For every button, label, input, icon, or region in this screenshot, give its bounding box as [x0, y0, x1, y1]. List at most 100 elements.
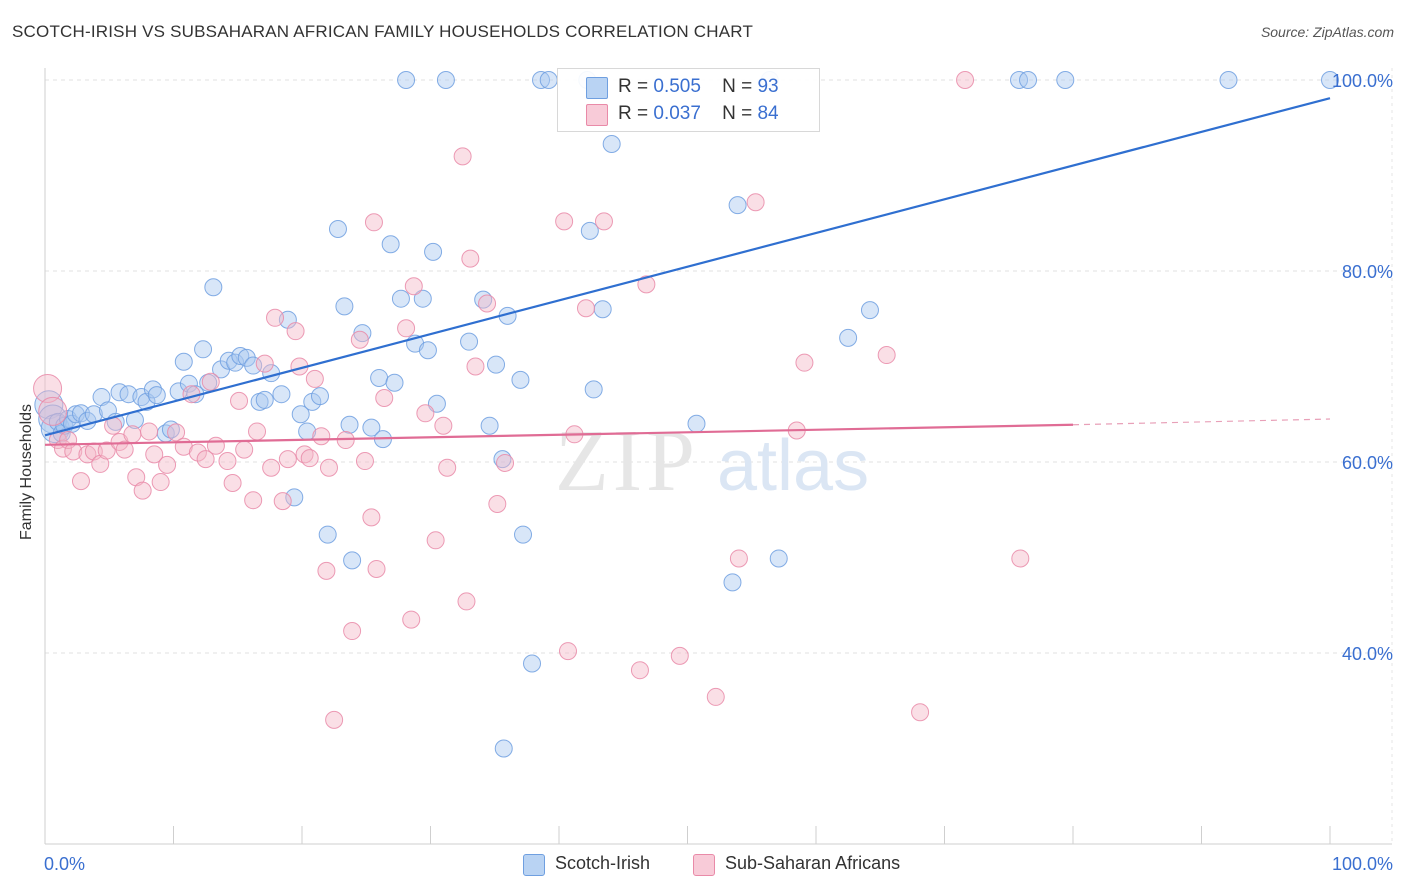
- data-point: [167, 423, 186, 442]
- data-point: [248, 422, 267, 441]
- data-point: [434, 416, 453, 435]
- data-point: [877, 346, 896, 365]
- data-point: [1056, 71, 1075, 89]
- x-tick-label: 0.0%: [44, 854, 85, 874]
- data-point: [453, 147, 472, 166]
- data-point: [438, 458, 457, 477]
- data-point: [385, 373, 404, 392]
- data-point: [461, 249, 480, 268]
- data-point: [637, 275, 656, 294]
- data-point: [487, 355, 506, 374]
- data-point: [328, 219, 347, 238]
- data-point: [255, 354, 274, 373]
- data-point: [687, 414, 706, 433]
- data-point: [466, 357, 485, 376]
- data-point: [769, 549, 788, 568]
- trend-line: [44, 97, 1331, 437]
- y-axis-label: Family Households: [18, 403, 35, 540]
- data-point: [1321, 71, 1339, 89]
- data-point: [416, 404, 435, 423]
- data-point: [286, 322, 305, 341]
- data-point: [397, 71, 416, 89]
- data-point: [436, 71, 455, 89]
- data-point: [404, 277, 423, 296]
- data-point: [460, 332, 479, 351]
- data-point: [1219, 71, 1238, 89]
- data-point: [367, 559, 386, 578]
- data-point: [340, 415, 359, 434]
- data-point: [310, 387, 329, 406]
- legend-n-label: N =: [722, 103, 753, 124]
- data-point: [746, 193, 765, 212]
- data-point: [273, 492, 292, 511]
- trend-line: [44, 423, 1074, 446]
- data-point: [305, 369, 324, 388]
- data-point: [33, 373, 63, 403]
- data-point: [110, 383, 129, 402]
- data-point: [66, 405, 85, 424]
- data-point: [670, 646, 689, 665]
- data-point: [64, 442, 83, 461]
- data-point: [343, 622, 362, 641]
- y-tick-label: 60.0%: [1342, 453, 1393, 473]
- data-point: [244, 491, 263, 510]
- data-point: [594, 212, 613, 231]
- data-point: [362, 418, 381, 437]
- data-point: [424, 242, 443, 261]
- data-point: [480, 416, 499, 435]
- data-point: [397, 319, 416, 338]
- data-point: [496, 453, 515, 472]
- data-point: [272, 385, 291, 404]
- legend-n-value: 93: [757, 76, 779, 97]
- data-point: [539, 71, 558, 89]
- axes: [44, 68, 1392, 845]
- data-point: [133, 481, 152, 500]
- data-point: [219, 351, 238, 370]
- data-point: [427, 394, 446, 413]
- legend-row-subsaharan: R = 0.037 N = 84: [618, 103, 779, 125]
- watermark-atlas: atlas: [717, 426, 869, 506]
- bottom-legend-swatch-scotch-irish: [523, 854, 545, 876]
- data-point: [457, 592, 476, 611]
- data-point: [630, 661, 649, 680]
- data-point: [201, 372, 220, 391]
- data-points: [33, 71, 1339, 758]
- data-point: [555, 212, 574, 231]
- legend-n-label: N =: [722, 76, 753, 97]
- data-point: [413, 289, 432, 308]
- data-point: [402, 610, 421, 629]
- data-point: [194, 340, 213, 359]
- data-point: [511, 370, 530, 389]
- data-point: [244, 356, 263, 375]
- data-point: [278, 450, 297, 469]
- data-point: [266, 308, 285, 327]
- legend-r-label: R =: [618, 76, 649, 97]
- legend: R = 0.505 N = 93 R = 0.037 N = 84: [557, 68, 820, 132]
- data-point: [235, 440, 254, 459]
- data-point: [71, 404, 90, 423]
- data-point: [593, 300, 612, 319]
- tick-labels: 40.0% 60.0% 80.0% 100.0% 0.0% 100.0%: [44, 71, 1393, 874]
- data-point: [204, 278, 223, 297]
- legend-r-value: 0.505: [653, 76, 701, 97]
- grid-lines: [45, 68, 1393, 844]
- data-point: [494, 739, 513, 758]
- data-point: [196, 450, 215, 469]
- trend-lines: [44, 97, 1331, 446]
- data-point: [1011, 549, 1030, 568]
- data-point: [478, 294, 497, 313]
- data-point: [174, 352, 193, 371]
- bottom-legend-label-subsaharan: Sub-Saharan Africans: [725, 853, 901, 873]
- data-point: [364, 213, 383, 232]
- data-point: [839, 328, 858, 347]
- data-point: [317, 561, 336, 580]
- data-point: [860, 301, 879, 320]
- data-point: [580, 221, 599, 240]
- data-point: [262, 458, 281, 477]
- data-point: [230, 391, 249, 410]
- data-point: [602, 134, 621, 153]
- data-point: [343, 551, 362, 570]
- data-point: [319, 458, 338, 477]
- data-point: [514, 525, 533, 544]
